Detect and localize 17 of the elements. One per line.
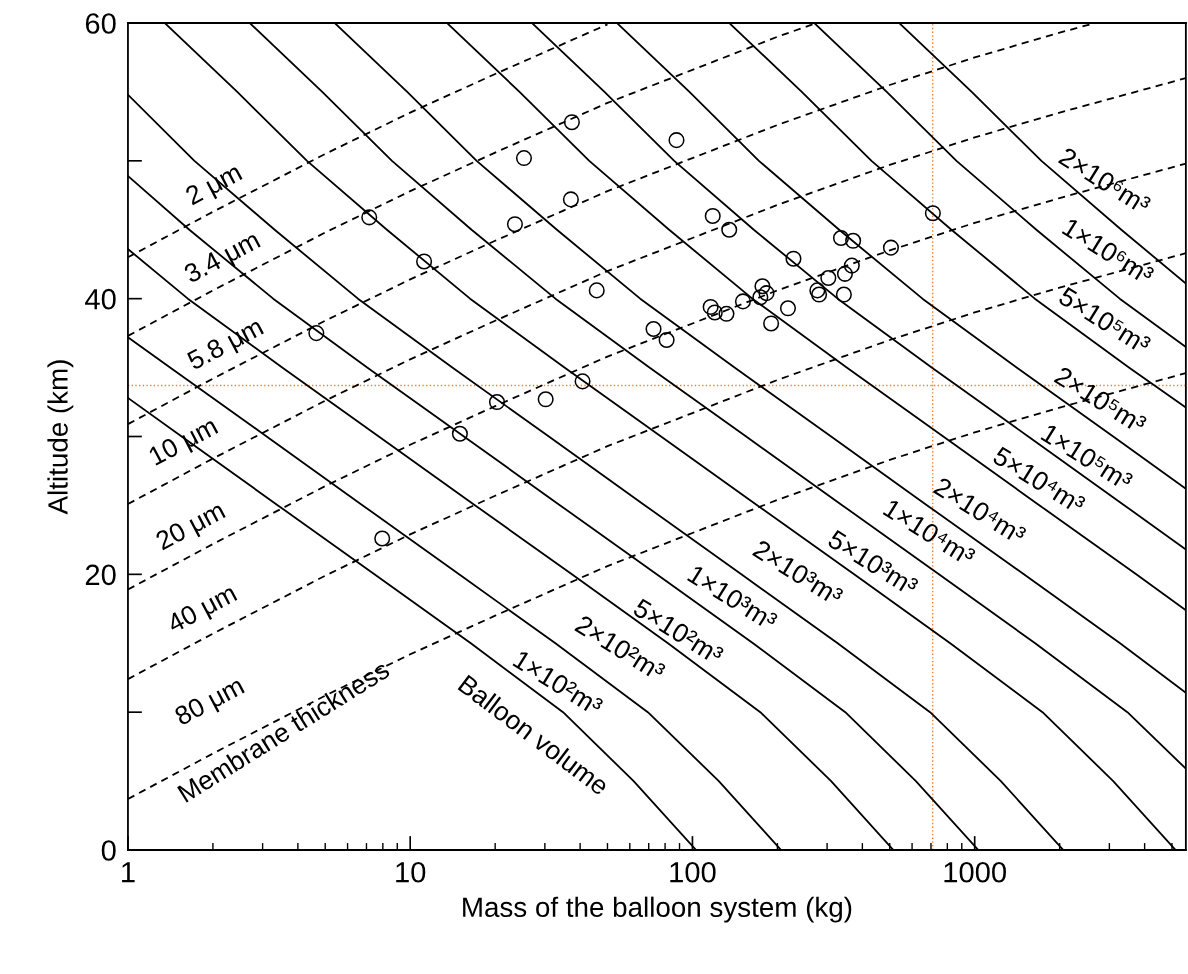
x-tick-label: 1000	[944, 861, 1006, 883]
x-tick-label: 1	[122, 862, 135, 883]
text: 10 μm	[147, 416, 221, 471]
y-tick-label: 40	[85, 288, 116, 310]
text: 40 μm	[165, 583, 240, 638]
x-tick-label: 100	[670, 861, 716, 883]
x-tick-label: 10	[396, 861, 426, 883]
text: 80 μm	[173, 676, 248, 731]
y-tick-label: 20	[85, 564, 116, 586]
y-axis-title: Altitude (km)	[47, 360, 74, 515]
y-tick-label: 60	[85, 13, 116, 34]
x-axis-title: Mass of the balloon system (kg)	[463, 896, 852, 923]
text: 20 μm	[154, 500, 229, 555]
text: 3.4 μm	[182, 230, 264, 288]
y-tick-label: 0	[101, 840, 116, 861]
text: 5.8 μm	[185, 317, 267, 375]
text: 2 μm	[184, 162, 245, 210]
